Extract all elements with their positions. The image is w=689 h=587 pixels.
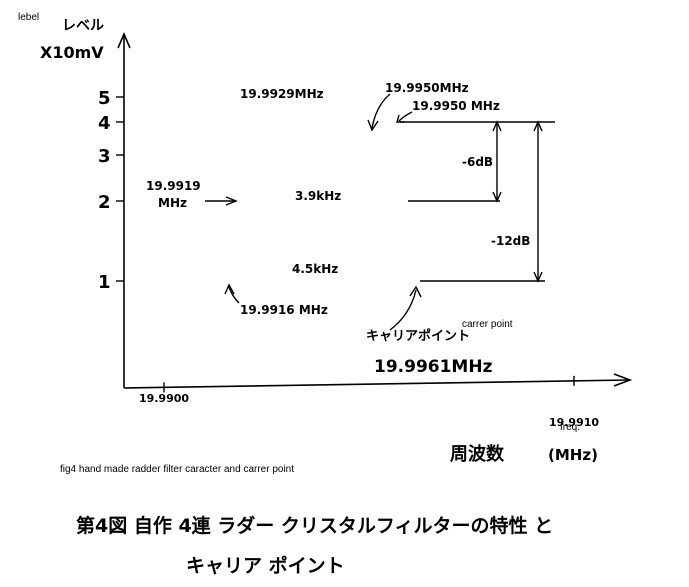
level-label-6db: -6dB	[462, 155, 493, 169]
y-axis-unit: X10mV	[40, 43, 104, 62]
carrier-point-label-jp: キャリアポイント	[366, 328, 470, 344]
point-label-19.9916: 19.9916 MHz	[240, 303, 328, 317]
carrier-point-freq: 19.9961MHz	[374, 357, 493, 377]
axes	[117, 31, 633, 389]
caption-japanese-line2: キャリア ポイント	[186, 554, 345, 577]
bandwidth-label-4.5khz: 4.5kHz	[292, 262, 338, 276]
x-axis-line	[123, 379, 629, 389]
point-label-19.9950-right: 19.9950 MHz	[412, 99, 500, 113]
annotation-arrows	[205, 93, 422, 331]
level-label-12db: -12dB	[491, 234, 530, 248]
level-arrow-12db-bottom-head	[533, 271, 543, 283]
point-label-19.9919-line1: 19.9919	[146, 179, 201, 193]
x-tick-label-19.9900: 19.9900	[139, 392, 189, 405]
caption-english: fig4 hand made radder filter caracter an…	[60, 464, 294, 475]
y-axis-label-jp: レベル	[62, 18, 104, 34]
y-tick-label-1: 1	[98, 272, 111, 293]
y-tick-label-5: 5	[98, 88, 111, 109]
x-tick-label-19.9910: 19.9910	[549, 416, 599, 429]
x-axis-unit: (MHz)	[548, 446, 598, 464]
caption-japanese-line1: 第4図 自作 4連 ラダー クリスタルフィルターの特性 と	[76, 514, 553, 537]
level-arrow-6db-bottom-head	[492, 191, 502, 203]
bandwidth-label-3.9khz: 3.9kHz	[295, 189, 341, 203]
level-arrow-6db-top-head	[492, 120, 502, 132]
x-axis-label-en: freq.	[560, 422, 580, 433]
y-tick-label-3: 3	[98, 146, 111, 167]
level-arrow-12db-top-head	[533, 120, 543, 132]
y-tick-label-4: 4	[98, 113, 111, 134]
point-label-19.9919-line2: MHz	[158, 196, 187, 210]
y-tick-label-2: 2	[98, 192, 111, 213]
y-axis-arrowhead	[117, 31, 131, 49]
point-label-19.9950-top: 19.9950MHz	[385, 81, 469, 95]
y-axis-label-en: lebel	[18, 12, 39, 23]
point-label-19.9929: 19.9929MHz	[240, 87, 324, 101]
x-axis-arrowhead	[613, 373, 633, 387]
reference-lines	[400, 120, 555, 283]
x-axis-label-jp: 周波数	[450, 443, 505, 465]
carrier-point-label-en: carrer point	[462, 319, 513, 330]
